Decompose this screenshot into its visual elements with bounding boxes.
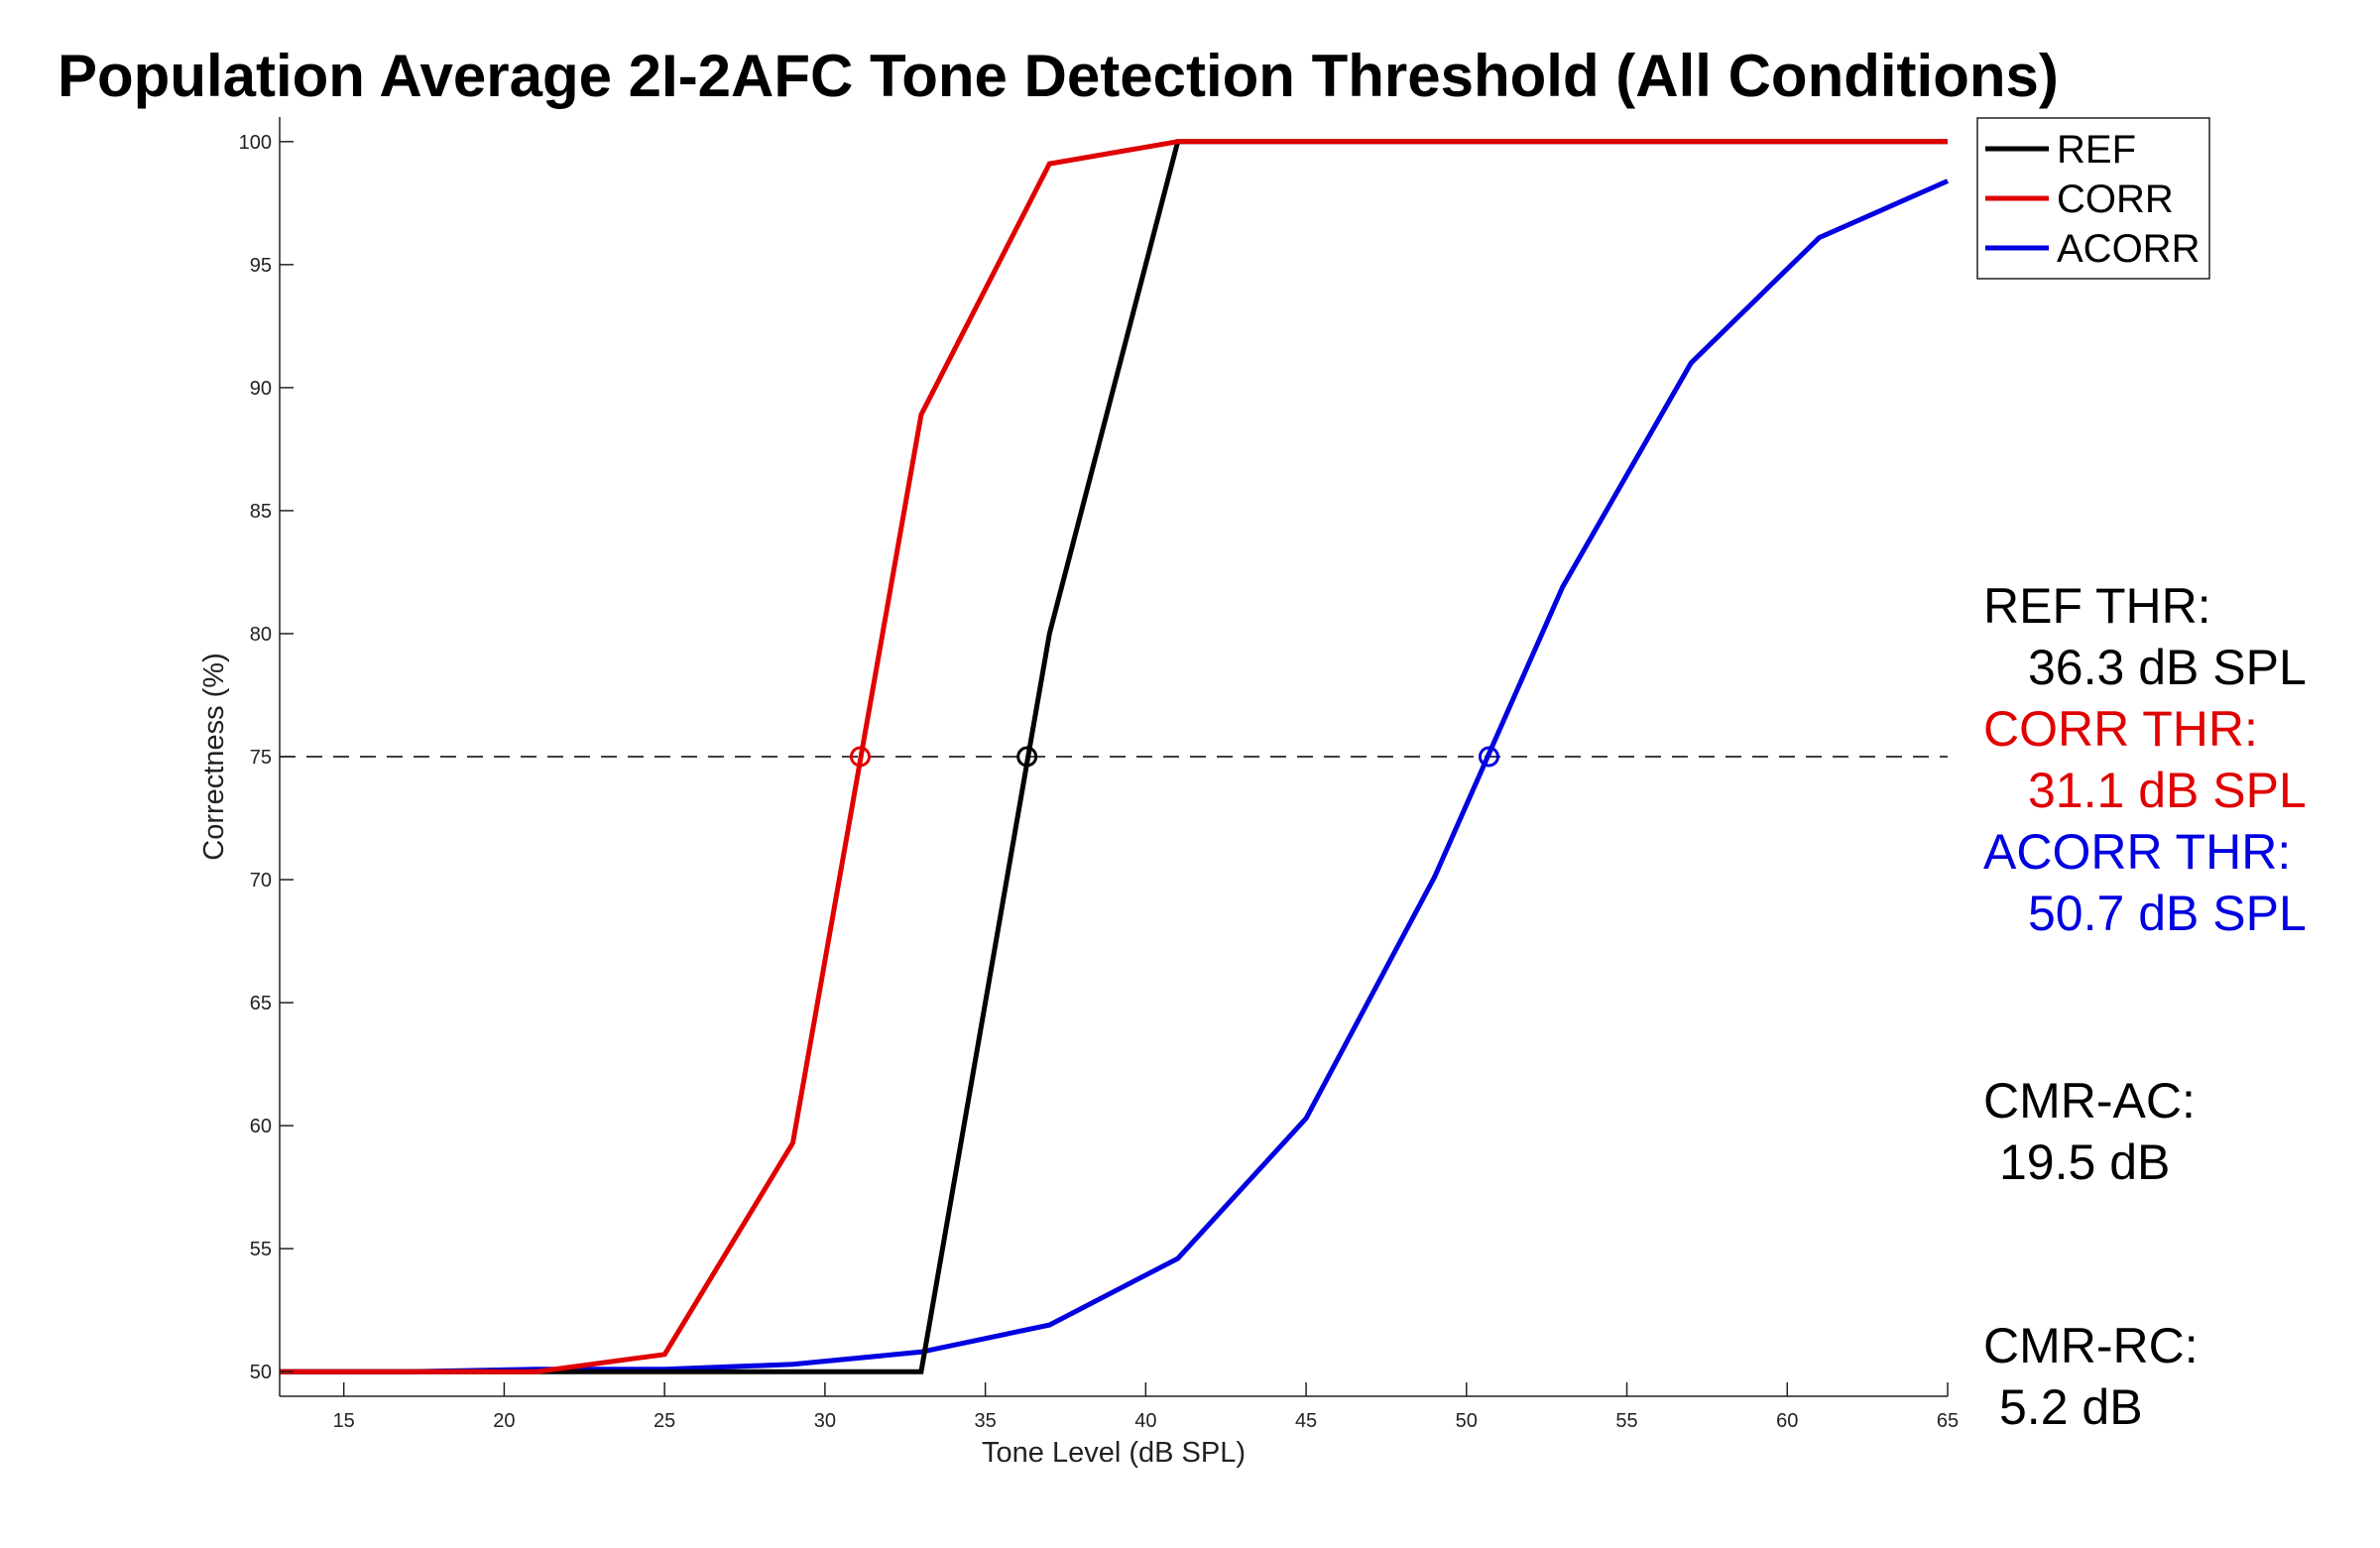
x-tick-label-50: 50	[1456, 1410, 1478, 1432]
cmr-ac-label: CMR-AC:	[1983, 1073, 2196, 1129]
x-tick-label-60: 60	[1776, 1410, 1798, 1432]
x-axis-label: Tone Level (dB SPL)	[982, 1437, 1246, 1469]
y-tick-label-95: 95	[250, 255, 272, 277]
x-tick-group: 15 20 25 30 35 40 45 50 55 60 65	[333, 1382, 1959, 1432]
y-tick-label-50: 50	[250, 1362, 272, 1383]
cmr-rc-label: CMR-RC:	[1983, 1318, 2199, 1373]
threshold-marker-ref	[1016, 746, 1038, 768]
chart-title: Population Average 2I-2AFC Tone Detectio…	[58, 43, 2059, 109]
y-tick-label-80: 80	[250, 624, 272, 646]
cmr-rc-value: 5.2 dB	[1999, 1379, 2143, 1435]
y-tick-label-60: 60	[250, 1116, 272, 1137]
y-tick-label-90: 90	[250, 378, 272, 400]
x-tick-label-25: 25	[654, 1410, 675, 1432]
cmr-ac-value: 19.5 dB	[1999, 1134, 2170, 1190]
y-tick-label-100: 100	[239, 132, 272, 154]
y-tick-label-85: 85	[250, 501, 272, 523]
corr-thr-value: 31.1 dB SPL	[2028, 763, 2307, 818]
x-tick-label-15: 15	[333, 1410, 355, 1432]
y-tick-label-65: 65	[250, 993, 272, 1014]
x-tick-label-30: 30	[814, 1410, 836, 1432]
annotation-group: REF THR: 36.3 dB SPL CORR THR: 31.1 dB SPL A…	[1983, 578, 2307, 1435]
y-tick-label-55: 55	[250, 1239, 272, 1260]
x-tick-label-40: 40	[1134, 1410, 1156, 1432]
series-line-corr	[280, 139, 1948, 1374]
corr-thr-label: CORR THR:	[1983, 701, 2258, 757]
threshold-marker-group	[849, 746, 1499, 768]
legend-label-corr: CORR	[2057, 178, 2174, 221]
legend: REF CORR ACORR	[1976, 117, 2210, 280]
legend-label-ref: REF	[2057, 128, 2136, 172]
ref-thr-value: 36.3 dB SPL	[2028, 640, 2307, 695]
acorr-thr-value: 50.7 dB SPL	[2028, 886, 2307, 941]
x-tick-label-55: 55	[1615, 1410, 1637, 1432]
y-tick-label-70: 70	[250, 870, 272, 892]
legend-items: REF CORR ACORR	[1985, 128, 2200, 271]
ref-thr-label: REF THR:	[1983, 578, 2211, 634]
acorr-thr-label: ACORR THR:	[1983, 824, 2291, 880]
x-tick-label-35: 35	[974, 1410, 996, 1432]
series-group	[280, 139, 1950, 1374]
y-tick-label-75: 75	[250, 747, 272, 769]
x-tick-label-20: 20	[493, 1410, 515, 1432]
x-tick-label-45: 45	[1295, 1410, 1317, 1432]
y-axis-label: Correctness (%)	[198, 653, 230, 861]
threshold-marker-corr	[849, 746, 871, 768]
threshold-marker-acorr	[1478, 746, 1499, 768]
legend-label-acorr: ACORR	[2057, 227, 2200, 271]
x-tick-label-65: 65	[1937, 1410, 1959, 1432]
y-tick-group: 50 55 60 65 70 75 80 85 90 95 100	[239, 132, 294, 1383]
